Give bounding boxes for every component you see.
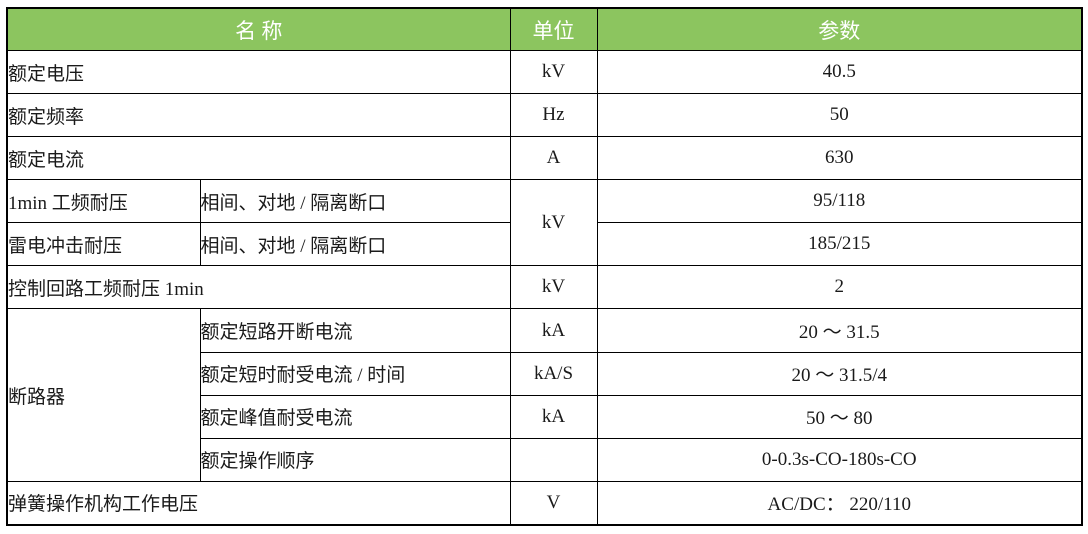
row-param-cell: 40.5 [596,49,1083,95]
row-subname-cell: 额定操作顺序 [199,437,511,482]
row-param-cell: 630 [596,136,1083,181]
table-row: 额定短时耐受电流 / 时间 kA/S 20 ～ 31.5/4 [7,351,1083,396]
row-param-cell: 50 ～ 80 [596,394,1083,439]
row-param-cell: 20 ～ 31.5 [596,308,1083,353]
table-row: 额定操作顺序 0-0.3s-CO-180s-CO [7,437,1083,482]
row-param-cell: 50 [596,93,1083,138]
row-group-cell: 1min 工频耐压 [6,179,201,224]
row-param-cell: 2 [596,265,1083,310]
table-row: 控制回路工频耐压 1min kV 2 [6,265,1083,310]
spec-table: 名 称 单位 参数 额定电压 kV 40.5 额定频率 Hz 50 额定电流 A… [6,7,1083,526]
row-unit-cell: kV [509,179,598,267]
row-param-cell: AC/DC： 220/110 [596,480,1083,526]
header-param: 参数 [596,7,1083,51]
row-unit-cell: kA [509,308,598,353]
row-unit-cell [509,437,598,482]
row-param-cell: 0-0.3s-CO-180s-CO [596,437,1083,482]
table-row: 额定电压 kV 40.5 [6,49,1083,95]
row-unit-cell: kA [509,394,598,439]
row-group-cell: 断路器 [6,308,201,482]
row-name-cell: 控制回路工频耐压 1min [6,265,511,310]
row-name-cell: 额定电压 [6,49,511,95]
row-param-cell: 20 ～ 31.5/4 [596,351,1083,396]
table-row: 雷电冲击耐压 相间、对地 / 隔离断口 185/215 [6,222,1083,267]
table-row: 断路器 额定短路开断电流 kA 20 ～ 31.5 [6,308,1083,482]
row-subname-cell: 额定短时耐受电流 / 时间 [199,351,511,396]
row-name-cell: 额定电流 [6,136,511,181]
row-subname-cell: 相间、对地 / 隔离断口 [199,179,511,224]
header-name: 名 称 [6,7,511,51]
table-row: 额定频率 Hz 50 [6,93,1083,138]
row-unit-cell: Hz [509,93,598,138]
row-group-cell: 雷电冲击耐压 [6,222,201,267]
row-subname-cell: 额定短路开断电流 [199,308,511,353]
row-unit-cell: kA/S [509,351,598,396]
row-name-cell: 弹簧操作机构工作电压 [6,480,511,526]
header-unit: 单位 [509,7,598,51]
row-param-cell: 95/118 [596,179,1083,224]
row-unit-cell: V [509,480,598,526]
row-param-cell: 185/215 [596,222,1083,267]
row-unit-cell: kV [509,265,598,310]
row-unit-cell: A [509,136,598,181]
header-row: 名 称 单位 参数 [6,7,1083,51]
table-row: 额定电流 A 630 [6,136,1083,181]
table-row: 额定峰值耐受电流 kA 50 ～ 80 [7,394,1083,439]
table-row: 弹簧操作机构工作电压 V AC/DC： 220/110 [6,480,1083,526]
row-subname-cell: 额定峰值耐受电流 [199,394,511,439]
row-subname-cell: 相间、对地 / 隔离断口 [199,222,511,267]
table-row: 1min 工频耐压 相间、对地 / 隔离断口 kV 95/118 [6,179,1083,267]
row-name-cell: 额定频率 [6,93,511,138]
row-unit-cell: kV [509,49,598,95]
